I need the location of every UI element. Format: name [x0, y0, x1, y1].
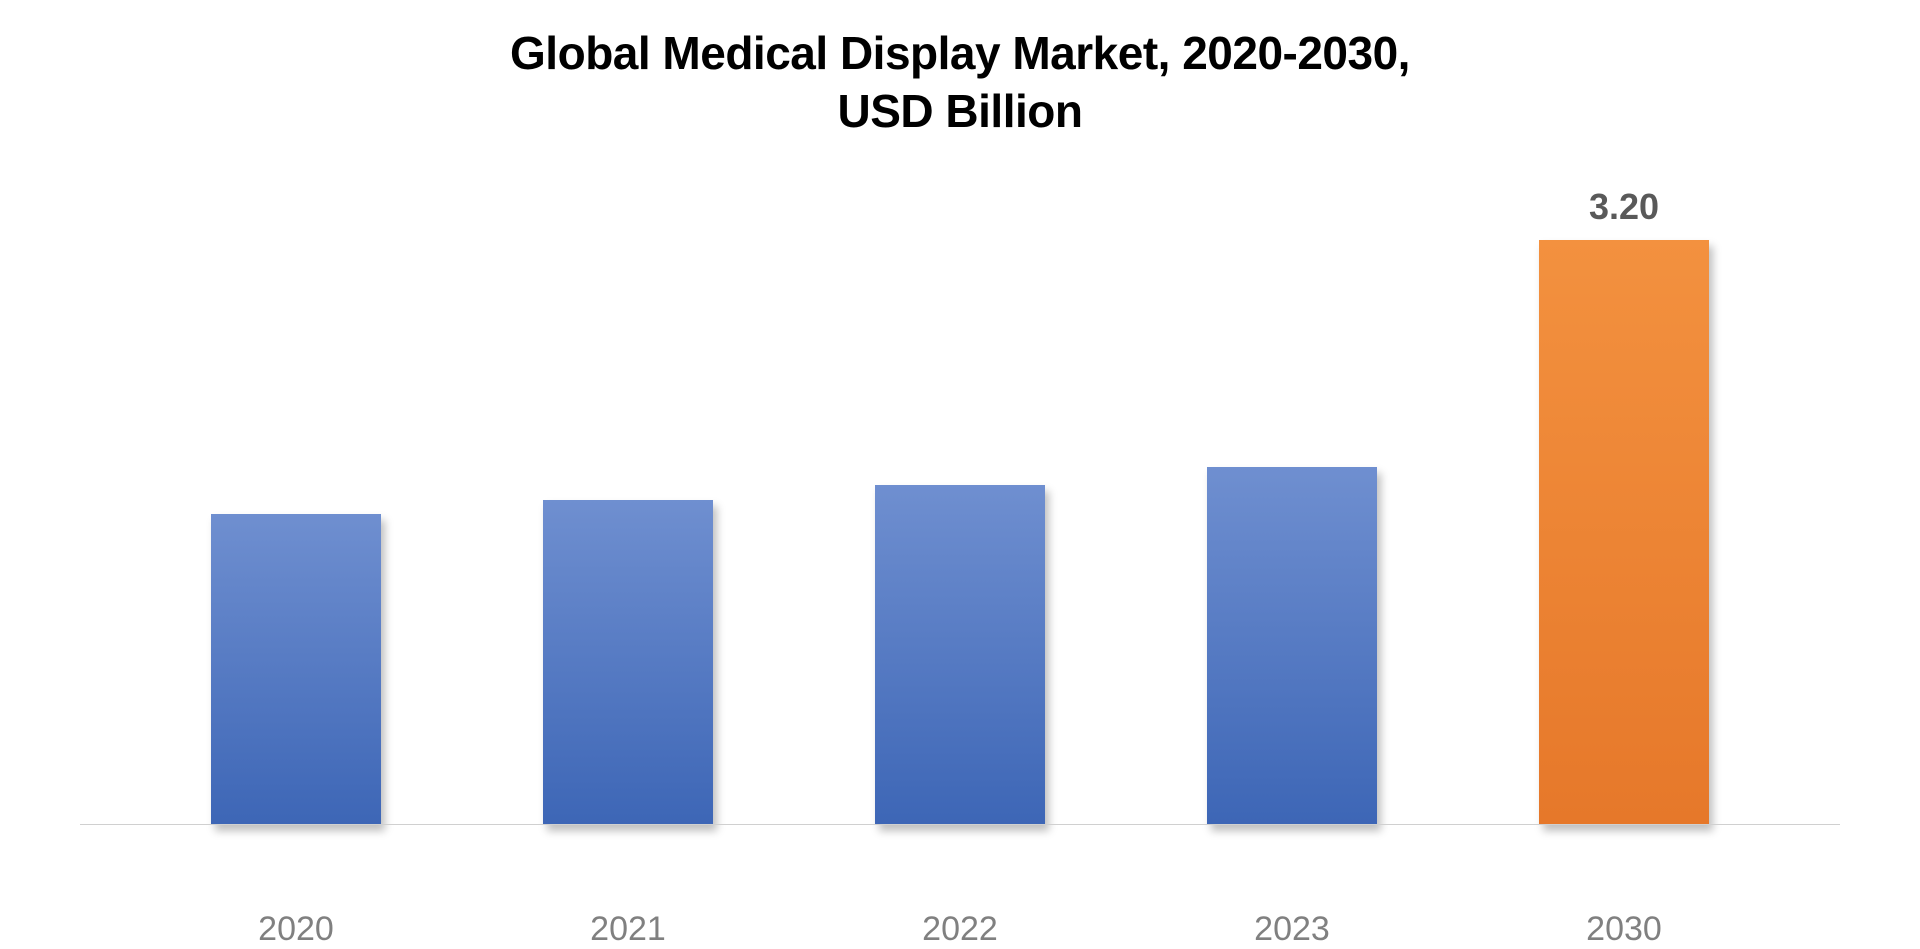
- x-label-slot: 2030: [1458, 895, 1790, 949]
- plot-wrapper: 3.20 20202021202220232030: [80, 185, 1840, 885]
- chart-title: Global Medical Display Market, 2020-2030…: [510, 25, 1410, 140]
- x-axis-labels: 2020 2021 2022 2023 2030: [80, 895, 1840, 949]
- x-axis-tick-label: 2030: [1586, 895, 1662, 949]
- x-axis-tick-label: 2020: [258, 895, 334, 949]
- bar-slot: [130, 185, 462, 825]
- plot-area: 3.20: [80, 185, 1840, 825]
- x-label-slot: 2020: [130, 895, 462, 949]
- x-axis-tick-label: 2023: [1254, 895, 1330, 949]
- bars-row: 3.20: [80, 185, 1840, 825]
- data-label: 3.20: [1589, 186, 1659, 228]
- x-label-slot: 2022: [794, 895, 1126, 949]
- bar-slot: [794, 185, 1126, 825]
- title-line-1: Global Medical Display Market, 2020-2030…: [510, 25, 1410, 83]
- x-axis-tick-label: 2022: [922, 895, 998, 949]
- bar: [543, 500, 713, 825]
- chart-container: Global Medical Display Market, 2020-2030…: [0, 0, 1920, 943]
- bar: [1539, 240, 1709, 825]
- x-label-slot: 2021: [462, 895, 794, 949]
- bar: [875, 485, 1045, 825]
- bar-slot: 3.20: [1458, 185, 1790, 825]
- bar-slot: [1126, 185, 1458, 825]
- bar: [211, 514, 381, 825]
- title-line-2: USD Billion: [510, 83, 1410, 141]
- bar: [1207, 467, 1377, 825]
- x-axis-tick-label: 2021: [590, 895, 666, 949]
- x-axis-baseline: [80, 824, 1840, 825]
- x-label-slot: 2023: [1126, 895, 1458, 949]
- bar-slot: [462, 185, 794, 825]
